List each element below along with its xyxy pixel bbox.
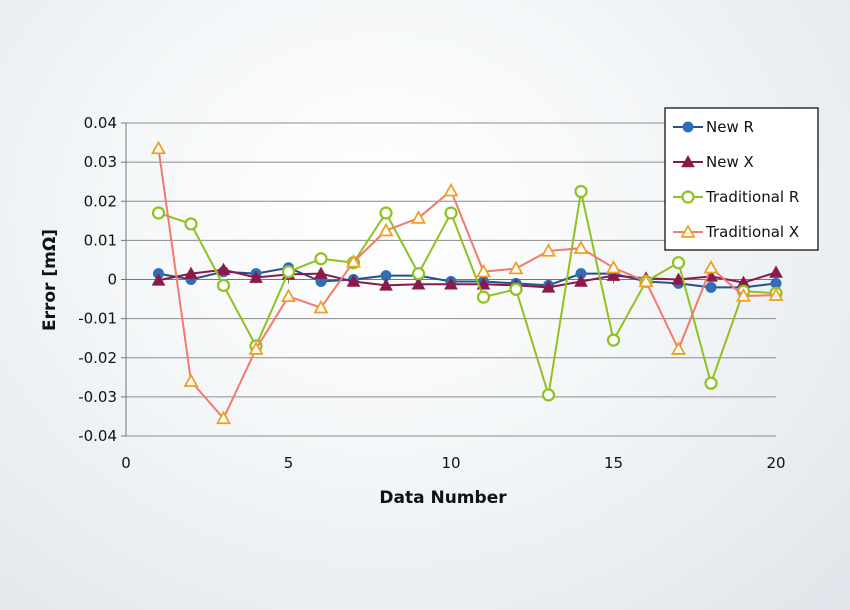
legend-label: New R xyxy=(706,118,754,136)
legend-label: New X xyxy=(706,153,754,171)
data-point xyxy=(184,266,198,279)
data-point xyxy=(379,278,393,291)
data-point xyxy=(670,341,687,355)
data-point xyxy=(379,206,393,220)
y-tick-label: 0 xyxy=(107,271,117,289)
legend-label: Traditional R xyxy=(705,188,799,206)
y-tick-label: 0.02 xyxy=(84,192,117,210)
data-point xyxy=(638,273,654,288)
y-tick-label: 0.03 xyxy=(84,153,117,171)
y-tick-label: -0.01 xyxy=(78,310,117,328)
y-tick-label: -0.03 xyxy=(78,388,117,406)
data-point xyxy=(314,252,328,266)
y-tick-labels: -0.04 -0.03 -0.02 -0.01 0 0.01 0.02 0.03 0.04 xyxy=(78,114,117,445)
y-tick-label: -0.04 xyxy=(78,427,117,445)
data-point xyxy=(703,259,719,274)
data-point xyxy=(671,256,686,270)
data-point xyxy=(248,341,264,355)
data-point xyxy=(183,373,199,387)
data-point xyxy=(216,262,231,276)
data-point xyxy=(704,376,718,390)
series-new-r xyxy=(153,262,782,293)
data-point xyxy=(540,243,557,257)
data-point xyxy=(476,277,491,290)
x-tick-labels: 0 5 10 15 20 xyxy=(121,454,785,472)
y-axis-title: Error [mΩ] xyxy=(40,229,60,331)
series-new-x xyxy=(151,262,783,293)
data-point xyxy=(606,268,621,281)
data-point xyxy=(444,206,458,220)
data-point xyxy=(410,210,427,224)
data-point xyxy=(345,254,362,268)
data-point xyxy=(769,265,783,278)
data-point xyxy=(151,206,166,220)
data-point xyxy=(509,282,523,296)
x-tick-label: 0 xyxy=(121,454,131,472)
data-point xyxy=(681,154,695,168)
data-point xyxy=(735,288,752,302)
data-point xyxy=(150,140,167,155)
data-point xyxy=(541,388,556,402)
data-point xyxy=(573,240,589,254)
y-tick-label: 0.04 xyxy=(84,114,117,132)
data-point xyxy=(215,410,232,425)
legend-entry: Traditional X xyxy=(673,223,799,241)
legend-entry: New R xyxy=(673,118,754,136)
data-point xyxy=(606,333,621,347)
data-point xyxy=(574,274,588,287)
data-point xyxy=(605,259,622,274)
plot-area xyxy=(150,140,784,425)
data-point xyxy=(705,281,717,293)
data-point xyxy=(281,265,296,279)
y-tick-label: -0.02 xyxy=(78,349,117,367)
y-tick-label: 0.01 xyxy=(84,231,117,249)
x-axis-title: Data Number xyxy=(379,488,507,508)
data-point xyxy=(768,287,784,301)
data-point xyxy=(280,288,297,303)
data-point xyxy=(444,277,458,290)
data-point xyxy=(313,299,329,314)
data-point xyxy=(378,222,394,237)
data-point xyxy=(682,121,694,133)
data-point xyxy=(346,274,361,287)
data-point xyxy=(681,190,695,204)
data-point xyxy=(476,290,491,304)
legend: New R New X Traditional R Traditional X xyxy=(664,107,819,251)
data-point xyxy=(411,267,426,281)
data-point xyxy=(508,260,524,275)
legend-label: Traditional X xyxy=(705,223,799,241)
series-line xyxy=(158,268,777,289)
data-point xyxy=(671,272,686,285)
data-point xyxy=(680,224,696,238)
data-point xyxy=(216,278,231,292)
data-point xyxy=(541,280,556,293)
legend-entry: Traditional R xyxy=(673,188,799,206)
series-traditional-r xyxy=(151,184,783,402)
data-point xyxy=(151,273,166,286)
data-point xyxy=(314,266,328,279)
x-tick-label: 5 xyxy=(284,454,294,472)
data-point xyxy=(249,270,263,283)
data-point xyxy=(443,182,459,197)
series-traditional-x xyxy=(150,140,784,425)
legend-entry: New X xyxy=(673,153,754,171)
data-point xyxy=(574,184,588,199)
x-tick-label: 20 xyxy=(766,454,785,472)
data-point xyxy=(184,217,198,231)
x-tick-label: 10 xyxy=(441,454,460,472)
data-point xyxy=(411,277,426,290)
series-line xyxy=(157,148,777,421)
data-point xyxy=(475,263,492,278)
x-tick-label: 15 xyxy=(604,454,623,472)
